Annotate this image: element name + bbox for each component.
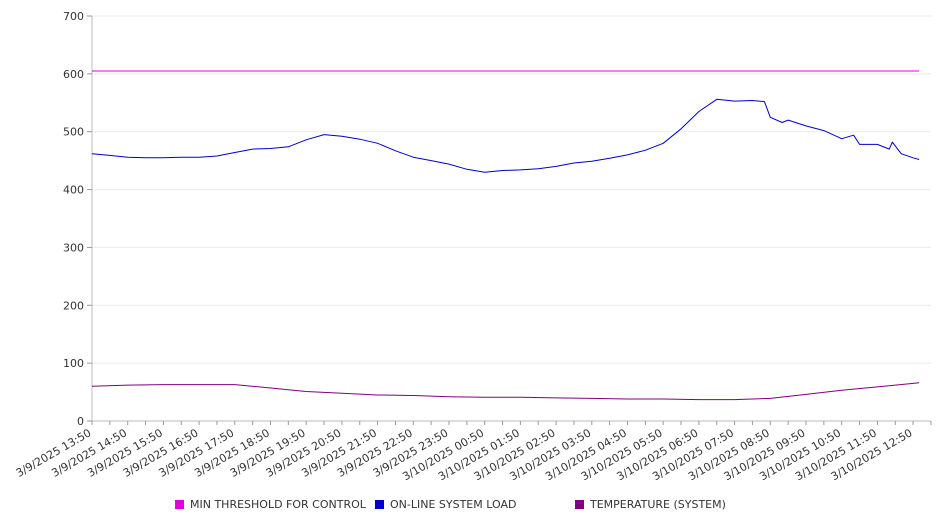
- grid-lines: [92, 15, 931, 364]
- legend-label-system-load: ON-LINE SYSTEM LOAD: [390, 498, 517, 511]
- y-tick-label-300: 300: [63, 241, 84, 254]
- y-tick-label-0: 0: [77, 415, 84, 428]
- legend: MIN THRESHOLD FOR CONTROL ON-LINE SYSTEM…: [0, 498, 946, 514]
- series-lines: [91, 70, 920, 401]
- y-tick-label-200: 200: [63, 299, 84, 312]
- legend-swatch-system-load: [375, 500, 384, 509]
- legend-item-system-load: ON-LINE SYSTEM LOAD: [375, 498, 516, 511]
- legend-swatch-min-threshold: [175, 500, 184, 509]
- legend-item-min-threshold: MIN THRESHOLD FOR CONTROL: [175, 498, 366, 511]
- legend-label-min-threshold: MIN THRESHOLD FOR CONTROL: [190, 498, 366, 511]
- legend-swatch-temperature: [575, 500, 584, 509]
- y-tick-label-100: 100: [63, 357, 84, 370]
- series-line-1: [91, 98, 920, 173]
- y-tick-label-500: 500: [63, 126, 84, 139]
- legend-item-temperature: TEMPERATURE (SYSTEM): [575, 498, 726, 511]
- x-axis-ticks: 3/9/2025 13:503/9/2025 14:503/9/2025 15:…: [14, 421, 932, 483]
- y-tick-label-400: 400: [63, 184, 84, 197]
- y-tick-label-600: 600: [63, 68, 84, 81]
- axes: [91, 16, 931, 422]
- y-tick-label-700: 700: [63, 10, 84, 23]
- legend-label-temperature: TEMPERATURE (SYSTEM): [590, 498, 726, 511]
- series-line-2: [91, 382, 920, 401]
- y-axis-ticks: 0 100 200 300 400 500 600 700: [63, 10, 92, 428]
